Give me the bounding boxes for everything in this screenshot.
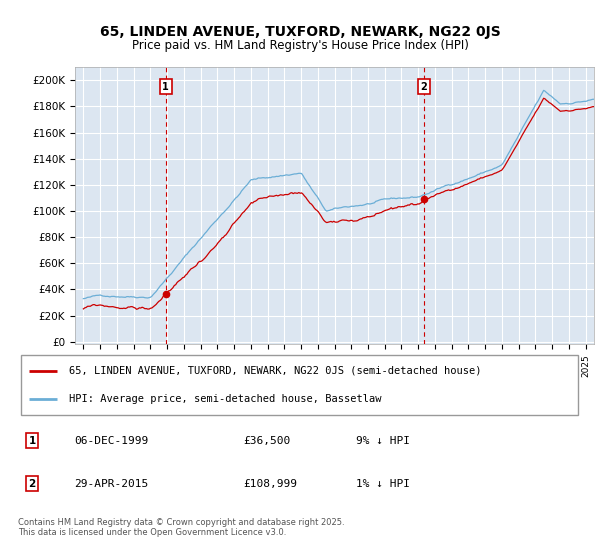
Text: 1: 1: [163, 82, 169, 92]
Text: 06-DEC-1999: 06-DEC-1999: [74, 436, 149, 446]
Text: HPI: Average price, semi-detached house, Bassetlaw: HPI: Average price, semi-detached house,…: [69, 394, 381, 404]
Text: £108,999: £108,999: [244, 479, 298, 489]
Text: 2: 2: [28, 479, 36, 489]
Text: 1% ↓ HPI: 1% ↓ HPI: [356, 479, 410, 489]
Text: 65, LINDEN AVENUE, TUXFORD, NEWARK, NG22 0JS (semi-detached house): 65, LINDEN AVENUE, TUXFORD, NEWARK, NG22…: [69, 366, 481, 376]
Text: £36,500: £36,500: [244, 436, 291, 446]
FancyBboxPatch shape: [21, 356, 578, 414]
Text: Contains HM Land Registry data © Crown copyright and database right 2025.
This d: Contains HM Land Registry data © Crown c…: [18, 518, 344, 538]
Text: 2: 2: [421, 82, 427, 92]
Text: 29-APR-2015: 29-APR-2015: [74, 479, 149, 489]
Text: 65, LINDEN AVENUE, TUXFORD, NEWARK, NG22 0JS: 65, LINDEN AVENUE, TUXFORD, NEWARK, NG22…: [100, 25, 500, 39]
Text: 1: 1: [28, 436, 36, 446]
Text: 9% ↓ HPI: 9% ↓ HPI: [356, 436, 410, 446]
Text: Price paid vs. HM Land Registry's House Price Index (HPI): Price paid vs. HM Land Registry's House …: [131, 39, 469, 52]
